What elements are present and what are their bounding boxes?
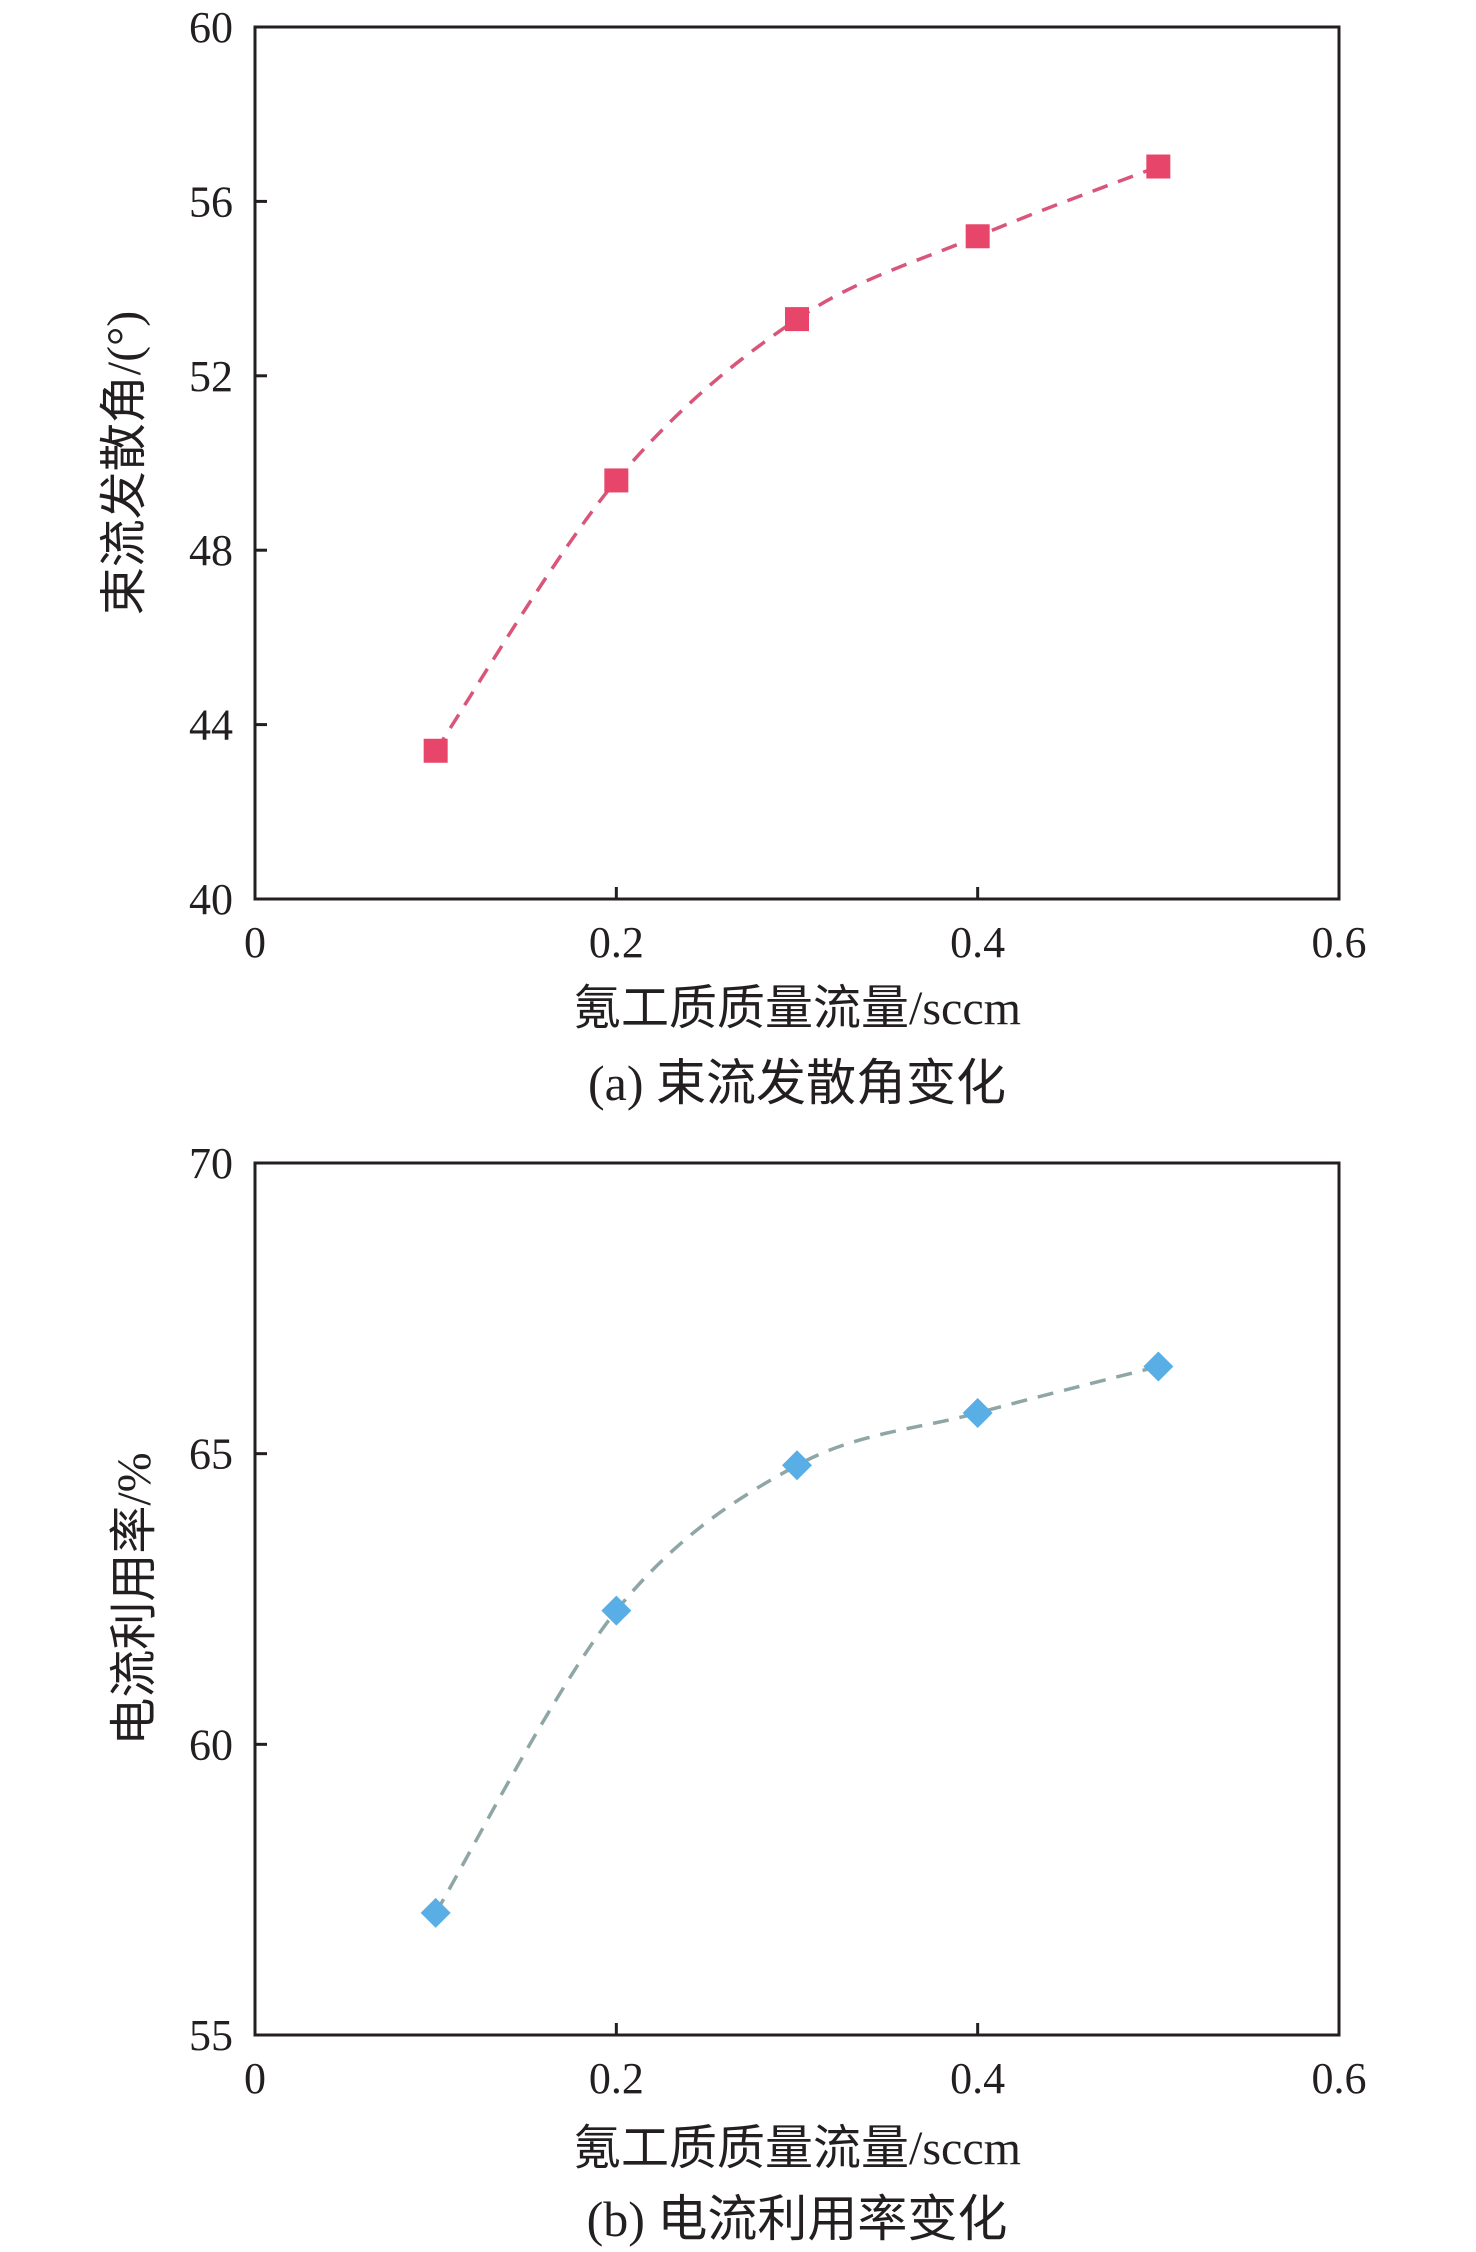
- x-tick-label: 0: [244, 2054, 266, 2103]
- panel-caption: (a) 束流发散角变化: [588, 1055, 1006, 1111]
- x-tick-label: 0.6: [1312, 2054, 1367, 2103]
- y-tick-label: 55: [189, 2011, 233, 2060]
- data-point-diamond: [601, 1595, 632, 1626]
- x-tick-label: 0.2: [589, 2054, 644, 2103]
- plot-frame: [253, 1161, 1341, 2037]
- data-series: [423, 154, 1171, 763]
- data-point-diamond: [782, 1450, 812, 1481]
- x-ticks: 0 0.2 0.4 0.6: [244, 887, 1367, 967]
- x-tick-label: 0: [244, 918, 266, 967]
- y-tick-label: 70: [189, 1139, 233, 1188]
- y-tick-label: 40: [189, 875, 233, 924]
- chart-panel-a: 40 44 48 52 56 60 0 0.2 0.4 0.6 束流发散角/(°) 氪工质质量流…: [98, 3, 1367, 1111]
- series-trend-line: [434, 164, 1159, 752]
- data-point-diamond: [420, 1897, 451, 1928]
- y-tick-label: 60: [189, 1720, 233, 1769]
- data-point-square: [604, 468, 629, 493]
- data-series: [420, 1351, 1174, 1928]
- x-tick-label: 0.4: [950, 918, 1005, 967]
- x-tick-label: 0.2: [589, 918, 644, 967]
- plot-frame: [253, 25, 1341, 901]
- data-point-diamond: [1143, 1351, 1174, 1382]
- y-tick-label: 48: [189, 526, 233, 575]
- series-trend-line: [434, 1364, 1159, 1914]
- y-axis-label: 电流利用率/%: [108, 1452, 161, 1745]
- chart-panel-b: 55 60 65 70 0 0.2 0.4 0.6 电流利用率/% 氪工质质量流量/sccm…: [108, 1139, 1367, 2247]
- y-tick-label: 60: [189, 3, 233, 52]
- panel-caption: (b) 电流利用率变化: [587, 2191, 1008, 2247]
- data-point-square: [965, 224, 990, 249]
- x-axis-label: 氪工质质量流量/sccm: [573, 982, 1021, 1035]
- y-ticks: 55 60 65 70: [189, 1139, 267, 2060]
- data-point-square: [423, 738, 448, 763]
- x-axis-label: 氪工质质量流量/sccm: [573, 2122, 1021, 2175]
- x-ticks: 0 0.2 0.4 0.6: [244, 2023, 1367, 2103]
- x-tick-label: 0.6: [1312, 918, 1367, 967]
- data-point-square: [1146, 154, 1171, 179]
- y-ticks: 40 44 48 52 56 60: [189, 3, 267, 924]
- y-tick-label: 52: [189, 352, 233, 401]
- y-tick-label: 56: [189, 177, 233, 226]
- y-axis-label: 束流发散角/(°): [98, 311, 151, 616]
- y-tick-label: 65: [189, 1430, 233, 1479]
- data-point-square: [785, 307, 809, 332]
- x-tick-label: 0.4: [950, 2054, 1005, 2103]
- data-point-diamond: [962, 1397, 993, 1428]
- y-tick-label: 44: [189, 701, 233, 750]
